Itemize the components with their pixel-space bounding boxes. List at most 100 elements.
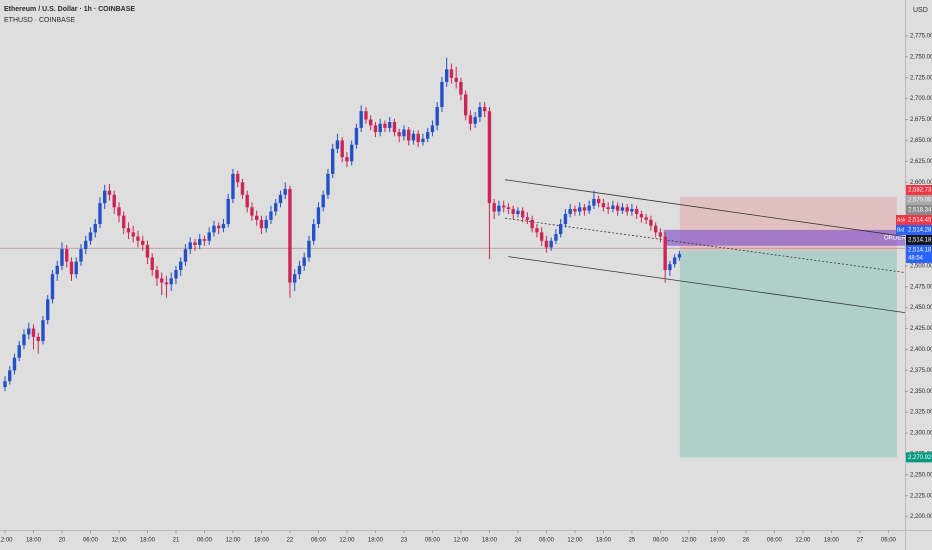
candle-body bbox=[644, 217, 648, 220]
candle-body bbox=[88, 232, 93, 241]
candle-body bbox=[12, 357, 17, 371]
candle-body bbox=[478, 107, 482, 118]
candle-body bbox=[373, 125, 378, 133]
candle-body bbox=[444, 69, 449, 82]
order-block bbox=[663, 229, 905, 246]
candle-body bbox=[577, 207, 582, 212]
candle-body bbox=[145, 244, 150, 258]
candle-body bbox=[568, 208, 572, 215]
x-tick-label: 12:00 bbox=[0, 538, 13, 544]
y-tick-label: 2,700.00 bbox=[910, 96, 932, 102]
y-tick-label: 2,300.00 bbox=[910, 431, 932, 437]
x-tick-label: 20 bbox=[59, 538, 66, 544]
candle-body bbox=[516, 210, 520, 215]
candle-body bbox=[245, 194, 249, 208]
candle-body bbox=[74, 261, 78, 275]
x-tick-label: 27 bbox=[857, 538, 864, 544]
candle-body bbox=[535, 228, 539, 233]
candle-body bbox=[663, 236, 667, 271]
candle-body bbox=[349, 144, 354, 162]
candle-body bbox=[501, 205, 506, 208]
candle-body bbox=[311, 224, 316, 241]
currency-unit: USD bbox=[913, 7, 928, 14]
candle-body bbox=[79, 249, 83, 262]
candle-body bbox=[582, 207, 587, 211]
candle-body bbox=[463, 94, 468, 116]
candle-body bbox=[440, 81, 444, 108]
plot-area: ORDER BLOCK bbox=[0, 57, 928, 458]
candle-body bbox=[492, 203, 496, 212]
candle-body bbox=[302, 257, 306, 266]
candle-body bbox=[155, 270, 159, 279]
candle-body bbox=[69, 261, 74, 275]
candle-body bbox=[421, 138, 425, 143]
candle-body bbox=[677, 253, 682, 258]
chart-title: Ethereum / U.S. Dollar · 1h · COINBASE bbox=[4, 6, 135, 13]
candle-body bbox=[326, 173, 330, 195]
candle-body bbox=[164, 282, 169, 285]
candle-body bbox=[274, 203, 278, 212]
candle-body bbox=[41, 320, 45, 342]
price-tag: Bid bbox=[897, 227, 904, 233]
y-tick-label: 2,500.00 bbox=[910, 263, 932, 269]
x-tick-label: 06:00 bbox=[197, 538, 213, 544]
candle-body bbox=[387, 122, 392, 128]
candle-body bbox=[558, 224, 563, 235]
candle-body bbox=[454, 77, 458, 82]
x-tick-label: 12:00 bbox=[567, 538, 583, 544]
candle-body bbox=[482, 107, 487, 112]
candle-body bbox=[606, 207, 610, 209]
candle-body bbox=[297, 265, 302, 275]
candle-body bbox=[255, 215, 259, 220]
candle-body bbox=[131, 232, 135, 237]
candle-body bbox=[587, 205, 591, 211]
x-tick-label: 18:00 bbox=[26, 538, 42, 544]
y-tick-label: 2,400.00 bbox=[910, 347, 932, 353]
candle-body bbox=[497, 205, 501, 212]
x-tick-label: 26 bbox=[743, 538, 750, 544]
y-tick-label: 2,750.00 bbox=[910, 54, 932, 60]
y-tick-label: 2,250.00 bbox=[910, 472, 932, 478]
candle-body bbox=[525, 217, 530, 220]
candle-body bbox=[202, 239, 207, 241]
candle-body bbox=[264, 219, 268, 229]
candle-body bbox=[84, 240, 88, 250]
y-tick-label: 2,650.00 bbox=[910, 138, 932, 144]
candle-body bbox=[639, 214, 644, 218]
x-tick-label: 22 bbox=[287, 538, 294, 544]
candle-body bbox=[226, 198, 230, 225]
candle-body bbox=[293, 274, 297, 283]
candle-body bbox=[611, 205, 615, 209]
candle-body bbox=[231, 173, 235, 199]
x-tick-label: 18:00 bbox=[710, 538, 726, 544]
y-tick-label: 2,425.00 bbox=[910, 326, 932, 332]
candle-body bbox=[411, 133, 416, 141]
candle-body bbox=[98, 203, 102, 225]
candle-body bbox=[402, 129, 406, 137]
candle-body bbox=[207, 232, 211, 241]
candle-body bbox=[179, 261, 183, 271]
candle-body bbox=[141, 240, 145, 245]
target-zone bbox=[679, 250, 897, 458]
price-label: 2,582.73 bbox=[908, 188, 932, 194]
candle-body bbox=[193, 242, 197, 245]
candle-body bbox=[22, 334, 26, 346]
candle-body bbox=[150, 257, 154, 271]
price-label: 2,514.45 bbox=[908, 218, 932, 224]
candle-body bbox=[511, 208, 515, 215]
candle-body bbox=[50, 274, 55, 300]
candle-body bbox=[506, 207, 511, 209]
candle-body bbox=[658, 232, 663, 237]
x-tick-label: 12:00 bbox=[453, 538, 469, 544]
candle-body bbox=[107, 190, 112, 195]
candle-body bbox=[672, 257, 677, 265]
price-tag-box bbox=[896, 214, 906, 225]
order-block-label: ORDER BLOCK bbox=[884, 235, 928, 241]
candle-body bbox=[653, 225, 658, 233]
candle-body bbox=[668, 264, 672, 271]
candle-body bbox=[544, 240, 549, 248]
price-label-box bbox=[906, 214, 932, 225]
y-tick-label: 2,350.00 bbox=[910, 389, 932, 395]
x-tick-label: 21 bbox=[173, 538, 180, 544]
y-tick-label: 2,600.00 bbox=[910, 180, 932, 186]
